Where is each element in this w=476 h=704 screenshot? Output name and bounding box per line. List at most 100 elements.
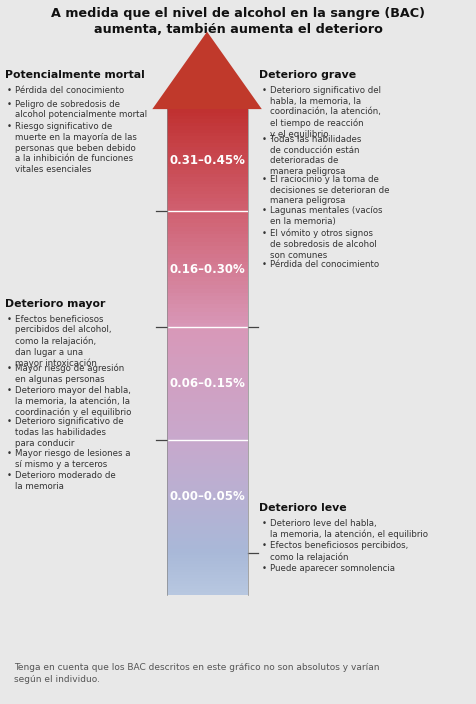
Polygon shape (167, 277, 248, 281)
Polygon shape (167, 174, 248, 177)
Polygon shape (167, 331, 248, 335)
Polygon shape (167, 133, 248, 137)
Polygon shape (167, 511, 248, 515)
Polygon shape (167, 555, 248, 558)
Text: •: • (7, 364, 12, 372)
Polygon shape (167, 477, 248, 482)
Polygon shape (167, 167, 248, 170)
Polygon shape (167, 327, 248, 331)
Polygon shape (167, 150, 248, 153)
Text: •: • (7, 99, 12, 108)
Text: •: • (262, 260, 267, 269)
Polygon shape (167, 130, 248, 133)
Polygon shape (167, 191, 248, 194)
Polygon shape (167, 146, 248, 150)
Text: •: • (7, 122, 12, 131)
Polygon shape (167, 527, 248, 530)
Polygon shape (167, 570, 248, 572)
Polygon shape (167, 234, 248, 238)
Polygon shape (167, 365, 248, 369)
Polygon shape (152, 32, 262, 109)
Polygon shape (167, 530, 248, 534)
Polygon shape (167, 157, 248, 161)
Polygon shape (167, 534, 248, 538)
Polygon shape (167, 187, 248, 191)
Text: Puede aparecer somnolencia: Puede aparecer somnolencia (270, 564, 395, 573)
Polygon shape (167, 448, 248, 451)
Polygon shape (167, 538, 248, 541)
Polygon shape (167, 387, 248, 391)
Polygon shape (167, 572, 248, 575)
Polygon shape (167, 215, 248, 219)
Polygon shape (167, 335, 248, 339)
Polygon shape (167, 312, 248, 315)
Polygon shape (167, 440, 248, 444)
Polygon shape (167, 549, 248, 553)
Text: Mayor riesgo de agresión
en algunas personas: Mayor riesgo de agresión en algunas pers… (15, 364, 125, 384)
Polygon shape (167, 181, 248, 184)
Polygon shape (167, 342, 248, 346)
Text: 0.16–0.30%: 0.16–0.30% (169, 263, 245, 276)
Polygon shape (167, 489, 248, 493)
Polygon shape (167, 429, 248, 432)
Polygon shape (167, 519, 248, 522)
Text: 0.31–0.45%: 0.31–0.45% (169, 153, 245, 167)
Text: 0.00–0.05%: 0.00–0.05% (169, 490, 245, 503)
Text: •: • (262, 229, 267, 238)
Text: El vómito y otros signos
de sobredosis de alcohol
son comunes: El vómito y otros signos de sobredosis d… (270, 229, 377, 260)
Text: •: • (262, 564, 267, 573)
Polygon shape (167, 109, 248, 113)
Text: Deterioro mayor: Deterioro mayor (5, 299, 105, 309)
Polygon shape (167, 163, 248, 167)
Polygon shape (167, 500, 248, 504)
Polygon shape (167, 567, 248, 570)
Polygon shape (167, 589, 248, 592)
Polygon shape (167, 421, 248, 425)
Polygon shape (167, 198, 248, 201)
Polygon shape (167, 545, 248, 549)
Polygon shape (167, 508, 248, 511)
Polygon shape (167, 470, 248, 474)
Polygon shape (167, 463, 248, 466)
Text: Lagunas mentales (vacíos
en la memoria): Lagunas mentales (vacíos en la memoria) (270, 206, 382, 226)
Polygon shape (167, 391, 248, 395)
Polygon shape (167, 581, 248, 584)
Text: Efectos beneficiosos
percibidos del alcohol,
como la relajación,
dan lugar a una: Efectos beneficiosos percibidos del alco… (15, 315, 112, 368)
Polygon shape (167, 406, 248, 410)
Polygon shape (167, 201, 248, 204)
Polygon shape (167, 369, 248, 372)
Polygon shape (167, 561, 248, 564)
Polygon shape (167, 459, 248, 463)
Text: Mayor riesgo de lesiones a
sí mismo y a terceros: Mayor riesgo de lesiones a sí mismo y a … (15, 449, 131, 469)
Text: Pérdida del conocimiento: Pérdida del conocimiento (270, 260, 379, 269)
Text: •: • (262, 86, 267, 95)
Polygon shape (167, 339, 248, 342)
Polygon shape (167, 398, 248, 403)
Polygon shape (167, 466, 248, 470)
Text: Pérdida del conocimiento: Pérdida del conocimiento (15, 86, 124, 95)
Text: •: • (262, 206, 267, 215)
Polygon shape (167, 139, 248, 143)
Polygon shape (167, 414, 248, 417)
Polygon shape (167, 541, 248, 545)
Polygon shape (167, 558, 248, 561)
Polygon shape (167, 417, 248, 421)
Polygon shape (167, 238, 248, 242)
Polygon shape (167, 208, 248, 211)
Text: •: • (7, 315, 12, 324)
Polygon shape (167, 143, 248, 146)
Polygon shape (167, 170, 248, 174)
Polygon shape (167, 436, 248, 440)
Polygon shape (167, 177, 248, 181)
Text: aumenta, también aumenta el deterioro: aumenta, también aumenta el deterioro (94, 23, 382, 35)
Polygon shape (167, 308, 248, 312)
Polygon shape (167, 231, 248, 234)
Polygon shape (167, 474, 248, 477)
Polygon shape (167, 265, 248, 270)
Polygon shape (167, 324, 248, 327)
Text: Peligro de sobredosis de
alcohol potencialmente mortal: Peligro de sobredosis de alcohol potenci… (15, 99, 148, 120)
Polygon shape (167, 254, 248, 258)
Text: Deterioro mayor del habla,
la memoria, la atención, la
coordinación y el equilib: Deterioro mayor del habla, la memoria, l… (15, 386, 131, 417)
Text: 0.06–0.15%: 0.06–0.15% (169, 377, 245, 390)
Text: Deterioro significativo de
todas las habilidades
para conducir: Deterioro significativo de todas las hab… (15, 417, 124, 448)
